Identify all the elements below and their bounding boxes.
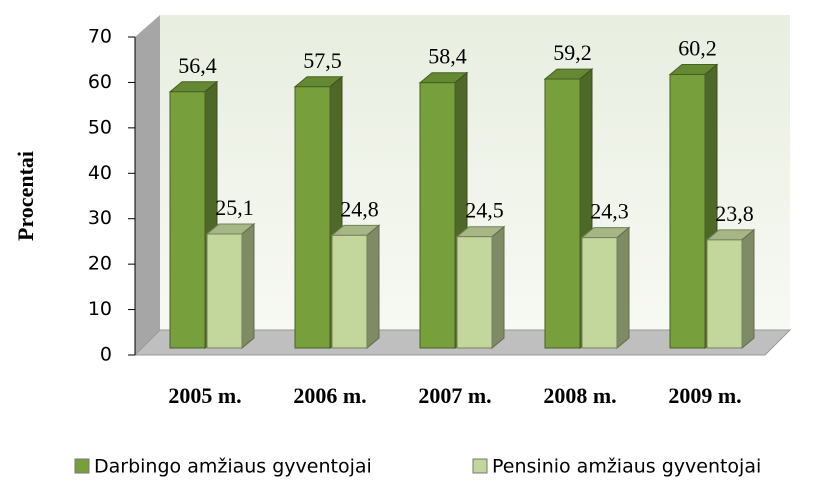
bar bbox=[669, 74, 706, 349]
bar-side bbox=[491, 225, 505, 350]
data-label: 24,5 bbox=[465, 198, 504, 223]
data-label: 56,4 bbox=[178, 53, 217, 78]
bar bbox=[706, 239, 743, 349]
side-wall bbox=[135, 15, 160, 355]
data-label: 24,3 bbox=[590, 199, 629, 224]
data-label: 25,1 bbox=[215, 195, 254, 220]
bar bbox=[169, 91, 206, 349]
data-label: 23,8 bbox=[715, 201, 754, 226]
bar-side bbox=[741, 228, 755, 350]
x-tick-label: 2006 m. bbox=[293, 383, 366, 408]
bar-side bbox=[616, 226, 630, 350]
legend-label: Pensinio amžiaus gyventojai bbox=[492, 456, 761, 478]
y-tick-label: 60 bbox=[88, 71, 112, 93]
y-tick-label: 50 bbox=[88, 116, 112, 138]
legend-swatch bbox=[472, 458, 488, 474]
x-tick-label: 2005 m. bbox=[168, 383, 241, 408]
y-axis-title: Procentai bbox=[13, 151, 38, 241]
bar bbox=[544, 78, 581, 349]
y-tick-label: 70 bbox=[88, 26, 112, 48]
bar bbox=[456, 236, 493, 349]
bar-side bbox=[366, 224, 380, 350]
legend-label: Darbingo amžiaus gyventojai bbox=[94, 456, 372, 478]
data-label: 60,2 bbox=[678, 36, 717, 61]
bar bbox=[331, 234, 368, 349]
bar-side bbox=[241, 222, 255, 350]
bar bbox=[581, 237, 618, 349]
x-tick-label: 2007 m. bbox=[418, 383, 491, 408]
data-label: 57,5 bbox=[303, 48, 342, 73]
bar bbox=[294, 86, 331, 349]
bar bbox=[206, 233, 243, 349]
y-tick-label: 30 bbox=[88, 207, 112, 229]
data-label: 59,2 bbox=[553, 40, 592, 65]
x-tick-label: 2009 m. bbox=[668, 383, 741, 408]
x-tick-label: 2008 m. bbox=[543, 383, 616, 408]
y-tick-label: 40 bbox=[88, 162, 112, 184]
data-label: 58,4 bbox=[428, 44, 467, 69]
y-tick-label: 10 bbox=[88, 298, 112, 320]
bar bbox=[419, 82, 456, 349]
legend-swatch bbox=[74, 458, 90, 474]
y-tick-label: 20 bbox=[88, 253, 112, 275]
data-label: 24,8 bbox=[340, 196, 379, 221]
y-tick-label: 0 bbox=[100, 344, 112, 366]
